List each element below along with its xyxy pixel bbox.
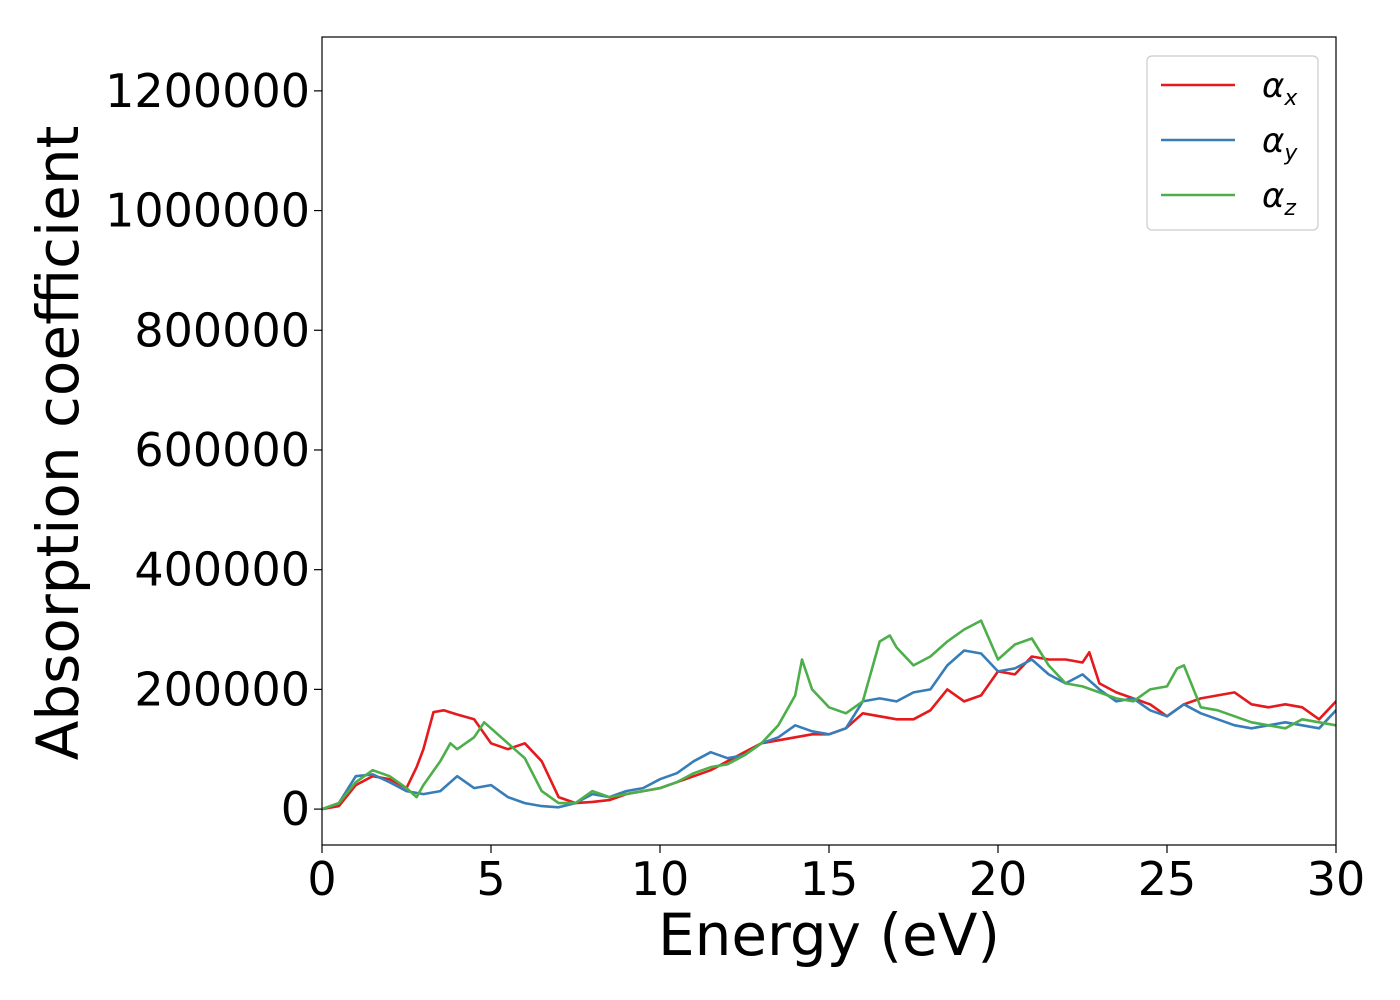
legend-label-x: αx: [1262, 66, 1298, 111]
y-tick-label: 600000: [134, 423, 310, 477]
x-tick-label: 5: [476, 852, 505, 906]
y-tick-label: 1200000: [105, 64, 310, 118]
y-tick-label: 200000: [134, 662, 310, 716]
x-tick-label: 30: [1307, 852, 1366, 906]
series-line-x: [322, 650, 1336, 811]
y-tick-label: 800000: [134, 303, 310, 357]
y-axis-title: Absorption coefficient: [24, 126, 92, 761]
series-line-y: [322, 649, 1336, 811]
x-tick-label: 10: [631, 852, 690, 906]
y-tick-label: 400000: [134, 543, 310, 597]
y-axis: 0 200000 400000 600000 800000 1000000 1200000: [105, 64, 322, 836]
x-axis: 0 5 10 15 20 25 30: [307, 845, 1365, 906]
legend-label-z: αz: [1262, 176, 1296, 221]
series-line-z: [322, 619, 1336, 811]
x-tick-label: 25: [1138, 852, 1197, 906]
x-tick-label: 0: [307, 852, 336, 906]
legend-frame: [1146, 55, 1319, 231]
series-lines: [322, 619, 1336, 811]
y-tick-label: 1000000: [105, 184, 310, 238]
y-tick-label: 0: [281, 782, 310, 836]
legend: αx αy αz: [1146, 55, 1319, 231]
x-axis-title: Energy (eV): [658, 901, 1000, 969]
plot-area: [321, 36, 1337, 846]
x-tick-label: 15: [800, 852, 859, 906]
x-tick-label: 20: [969, 852, 1028, 906]
legend-label-y: αy: [1262, 121, 1298, 166]
